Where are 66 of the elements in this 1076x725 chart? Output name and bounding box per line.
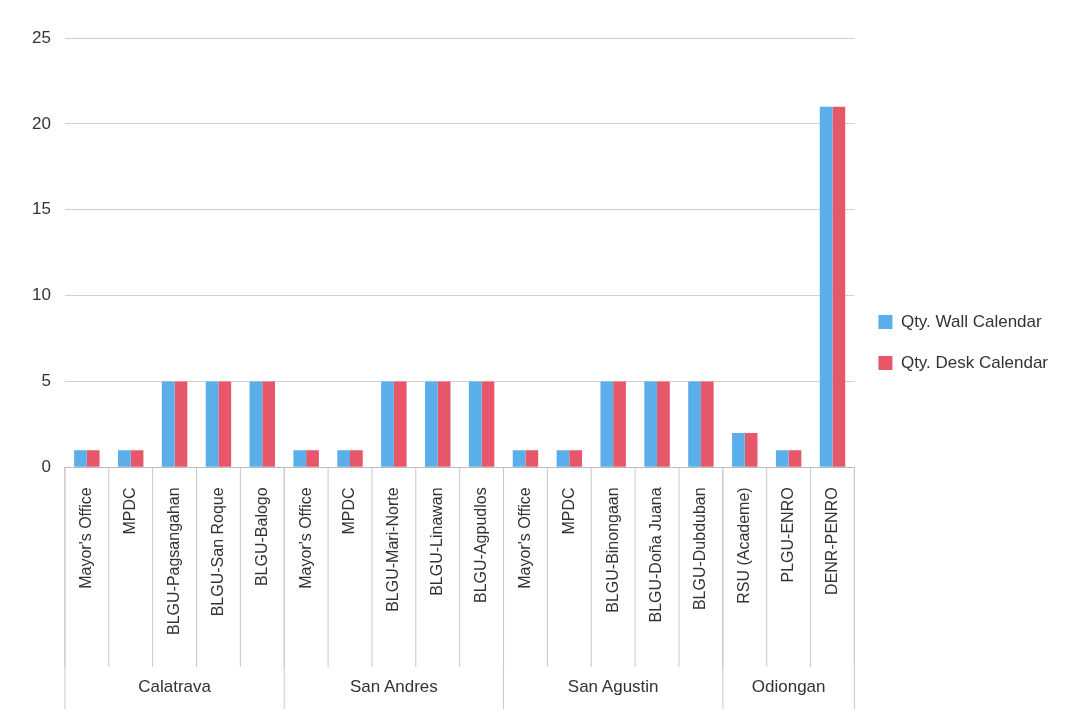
bar <box>468 381 482 467</box>
y-tick-label: 0 <box>41 457 51 477</box>
bar <box>393 381 407 467</box>
x-tick-label: MPDC <box>340 487 358 535</box>
bar <box>117 450 131 467</box>
x-tick-label: BLGU-Linawan <box>428 487 446 596</box>
bar <box>130 450 144 467</box>
y-tick-label: 25 <box>31 27 51 47</box>
legend-label: Qty. Wall Calendar <box>900 311 1043 331</box>
x-tick-label: PLGU-ENRO <box>779 487 797 583</box>
x-tick-label: BLGU-Agpudlos <box>472 487 490 603</box>
bar <box>788 450 802 467</box>
bar <box>688 381 701 467</box>
legend-label: Qty. Desk Calendar <box>900 352 1049 372</box>
bar <box>437 381 451 467</box>
x-tick-label: Mayor's Office <box>515 487 533 589</box>
bar <box>732 433 745 467</box>
x-tick-label: BLGU-Binongaan <box>603 487 621 613</box>
x-tick-label: BLGU-San Roque <box>208 487 226 617</box>
text: San Andres <box>349 676 438 696</box>
bar <box>569 450 583 467</box>
x-tick-label: MPDC <box>559 487 577 535</box>
bar <box>525 450 539 467</box>
bar <box>218 381 232 467</box>
x-tick-label: RSU (Academe) <box>735 487 753 604</box>
bar <box>481 381 495 467</box>
bar <box>425 381 438 467</box>
bar <box>744 433 758 467</box>
x-tick-label: BLGU-Balogo <box>252 487 270 587</box>
bar <box>337 450 351 467</box>
bar <box>306 450 319 467</box>
bar <box>819 106 833 467</box>
text: Odiongan <box>751 676 826 696</box>
x-tick-label: BLGU-Pagsangahan <box>164 487 182 635</box>
x-tick-label: BLGU-Mari-Norte <box>384 487 402 612</box>
y-tick-label: 20 <box>31 113 51 133</box>
bar <box>644 381 658 467</box>
bar <box>74 450 87 467</box>
y-tick-label: 10 <box>31 285 51 305</box>
y-tick-label: 5 <box>41 371 51 391</box>
text: Calatrava <box>138 676 212 696</box>
bar <box>293 450 307 467</box>
x-tick-label: DENR-PENRO <box>822 487 840 595</box>
bar <box>381 381 394 467</box>
bar <box>657 381 670 467</box>
bar <box>512 450 526 467</box>
bar <box>832 106 846 467</box>
bar <box>613 381 626 467</box>
bar <box>205 381 219 467</box>
x-tick-label: Mayor's Office <box>77 487 95 589</box>
bar <box>556 450 570 467</box>
x-tick-label: Mayor's Office <box>296 487 314 589</box>
bar <box>161 381 175 467</box>
bar <box>350 450 363 467</box>
bar <box>775 450 789 467</box>
y-tick-label: 15 <box>31 199 51 219</box>
x-tick-label: MPDC <box>121 487 139 535</box>
bar <box>249 381 263 467</box>
text: San Agustin <box>567 676 659 696</box>
bar <box>86 450 100 467</box>
bar <box>174 381 188 467</box>
x-tick-label: BLGU-Dubduban <box>691 487 709 611</box>
x-tick-label: BLGU-Doña Juana <box>647 487 665 623</box>
bar <box>600 381 614 467</box>
bar <box>700 381 714 467</box>
bar <box>262 381 276 467</box>
